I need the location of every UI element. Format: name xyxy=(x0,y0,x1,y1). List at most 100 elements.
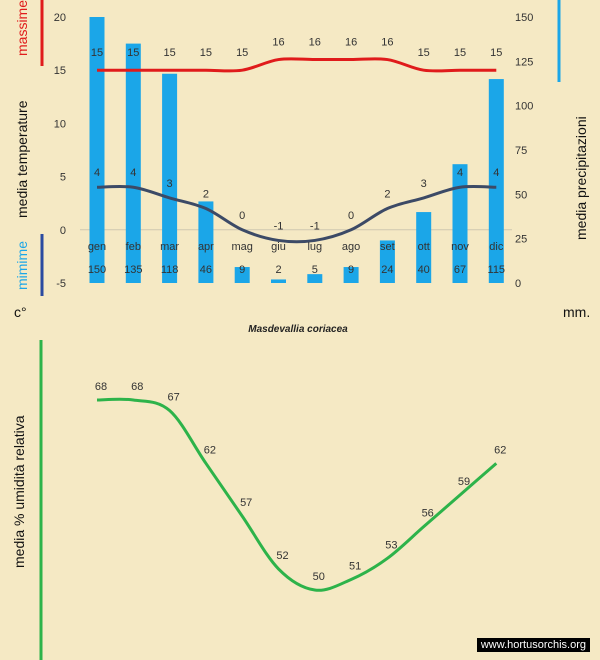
month-label: set xyxy=(380,241,395,253)
month-label: feb xyxy=(126,241,141,253)
min-temp-label: 4 xyxy=(130,167,136,179)
right-tick-label: 75 xyxy=(515,145,527,157)
min-temp-label: 0 xyxy=(239,210,245,222)
max-temp-label: 16 xyxy=(309,37,321,49)
humidity-label: 67 xyxy=(167,392,179,404)
precip-bar xyxy=(162,73,178,283)
humidity-chart: media % umidità relativa 68 68 67 62 57 52 50 5… xyxy=(11,340,506,660)
precip-bar xyxy=(89,17,105,283)
max-temp-label: 16 xyxy=(272,37,284,49)
min-temp-label: -1 xyxy=(310,220,320,232)
left-tick-label: 0 xyxy=(60,225,66,237)
max-legend-label: massime xyxy=(14,0,30,56)
precip-label: 24 xyxy=(381,264,393,276)
precip-bar xyxy=(234,267,250,283)
precip-label: 9 xyxy=(239,264,245,276)
precip-label: 2 xyxy=(275,264,281,276)
humidity-label: 53 xyxy=(385,539,397,551)
precip-label: 67 xyxy=(454,264,466,276)
max-temp-label: 15 xyxy=(91,47,103,59)
month-label: giu xyxy=(271,241,286,253)
precip-label: 135 xyxy=(124,264,142,276)
min-temp-label: 3 xyxy=(421,178,427,190)
precip-bar xyxy=(452,164,468,283)
humidity-label: 57 xyxy=(240,497,252,509)
precip-label: 118 xyxy=(161,264,179,276)
month-label: ott xyxy=(418,241,430,253)
humidity-label: 50 xyxy=(313,571,325,583)
precip-label: 115 xyxy=(488,264,506,276)
min-temp-label: 0 xyxy=(348,210,354,222)
precip-bar xyxy=(125,43,141,283)
precip-bar xyxy=(343,267,359,283)
unit-left: c° xyxy=(14,304,27,320)
max-temp-label: 15 xyxy=(163,47,175,59)
min-temp-label: -1 xyxy=(274,220,284,232)
min-temp-label: 2 xyxy=(203,189,209,201)
max-temp-label: 15 xyxy=(454,47,466,59)
chart-caption: Masdevallia coriacea xyxy=(248,324,348,335)
max-temp-label: 15 xyxy=(418,47,430,59)
max-temp-label: 15 xyxy=(490,47,502,59)
month-label: lug xyxy=(307,241,322,253)
min-temp-label: 4 xyxy=(94,167,100,179)
left-tick-label: 10 xyxy=(54,118,66,130)
humidity-label: 52 xyxy=(276,550,288,562)
precip-label: 46 xyxy=(200,264,212,276)
precip-bar xyxy=(198,201,214,283)
humidity-label: 51 xyxy=(349,560,361,572)
month-label: gen xyxy=(88,241,106,253)
precip-bar xyxy=(271,279,286,283)
precip-label: 9 xyxy=(348,264,354,276)
max-temp-label: 15 xyxy=(236,47,248,59)
max-temp-label: 15 xyxy=(127,47,139,59)
month-label: apr xyxy=(198,241,214,253)
max-temp-label: 16 xyxy=(345,37,357,49)
precip-label: 5 xyxy=(312,264,318,276)
humidity-label: 68 xyxy=(95,381,107,393)
precip-label: 150 xyxy=(88,264,106,276)
month-label: mag xyxy=(231,241,252,253)
precip-bar xyxy=(488,79,504,283)
min-temp-label: 3 xyxy=(167,178,173,190)
min-temp-label: 4 xyxy=(493,167,499,179)
humidity-axis-title: media % umidità relativa xyxy=(11,415,27,568)
min-temp-label: 4 xyxy=(457,167,463,179)
humidity-label: 56 xyxy=(422,508,434,520)
right-tick-label: 0 xyxy=(515,278,521,290)
left-tick-label: -5 xyxy=(56,278,66,290)
max-temp-label: 15 xyxy=(200,47,212,59)
min-temp-label: 2 xyxy=(384,189,390,201)
right-tick-label: 50 xyxy=(515,189,527,201)
right-tick-label: 125 xyxy=(515,56,533,68)
precip-bar xyxy=(379,240,395,283)
right-tick-label: 100 xyxy=(515,101,533,113)
left-tick-label: 5 xyxy=(60,172,66,184)
humidity-label: 62 xyxy=(494,444,506,456)
min-legend-label: mimime xyxy=(14,241,30,290)
month-label: mar xyxy=(160,241,179,253)
watermark: www.hortusorchis.org xyxy=(476,638,590,652)
month-label: nov xyxy=(451,241,469,253)
min-temp-line xyxy=(96,184,497,244)
right-tick-label: 150 xyxy=(515,12,533,24)
right-tick-label: 25 xyxy=(515,234,527,246)
humidity-line xyxy=(96,397,498,592)
precip-bar xyxy=(416,212,432,283)
humidity-label: 59 xyxy=(458,476,470,488)
humidity-label: 62 xyxy=(204,444,216,456)
max-temp-line xyxy=(97,57,497,73)
left-tick-label: 15 xyxy=(54,65,66,77)
unit-right: mm. xyxy=(563,304,590,320)
max-temp-label: 16 xyxy=(381,37,393,49)
month-label: dic xyxy=(489,241,504,253)
right-axis-title: media precipitazioni xyxy=(573,116,589,240)
precip-bar xyxy=(307,274,323,283)
precip-label: 40 xyxy=(418,264,430,276)
month-label: ago xyxy=(342,241,360,253)
humidity-label: 68 xyxy=(131,381,143,393)
left-axis-title: media temperature xyxy=(14,100,30,218)
left-tick-label: 20 xyxy=(54,12,66,24)
